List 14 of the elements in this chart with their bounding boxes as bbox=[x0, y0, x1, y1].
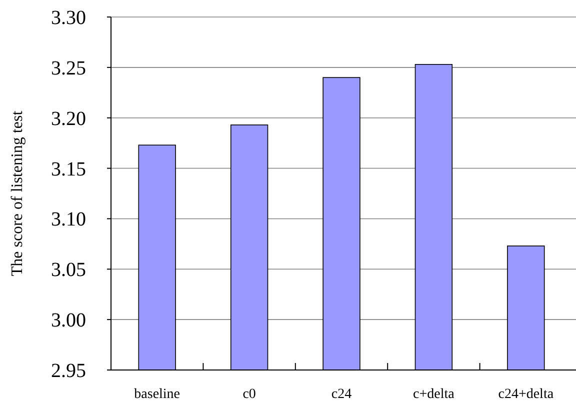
y-tick-label: 3.15 bbox=[51, 158, 86, 180]
y-tick-label: 3.05 bbox=[51, 259, 86, 282]
x-tick-label: c24+delta bbox=[498, 387, 554, 402]
y-tick-label: 2.95 bbox=[51, 360, 86, 382]
y-tick-label: 3.25 bbox=[51, 57, 86, 80]
y-axis-title: The score of listening test bbox=[9, 110, 26, 276]
x-tick-label: c24 bbox=[331, 387, 352, 402]
y-tick-label: 3.00 bbox=[51, 310, 86, 332]
x-tick-label: baseline bbox=[134, 387, 180, 402]
x-tick-label: c+delta bbox=[413, 387, 456, 402]
y-tick-label: 3.10 bbox=[51, 208, 86, 231]
x-tick-label: c0 bbox=[242, 387, 256, 402]
y-tick-label: 3.20 bbox=[51, 108, 86, 130]
y-tick-label: 3.30 bbox=[51, 7, 86, 29]
